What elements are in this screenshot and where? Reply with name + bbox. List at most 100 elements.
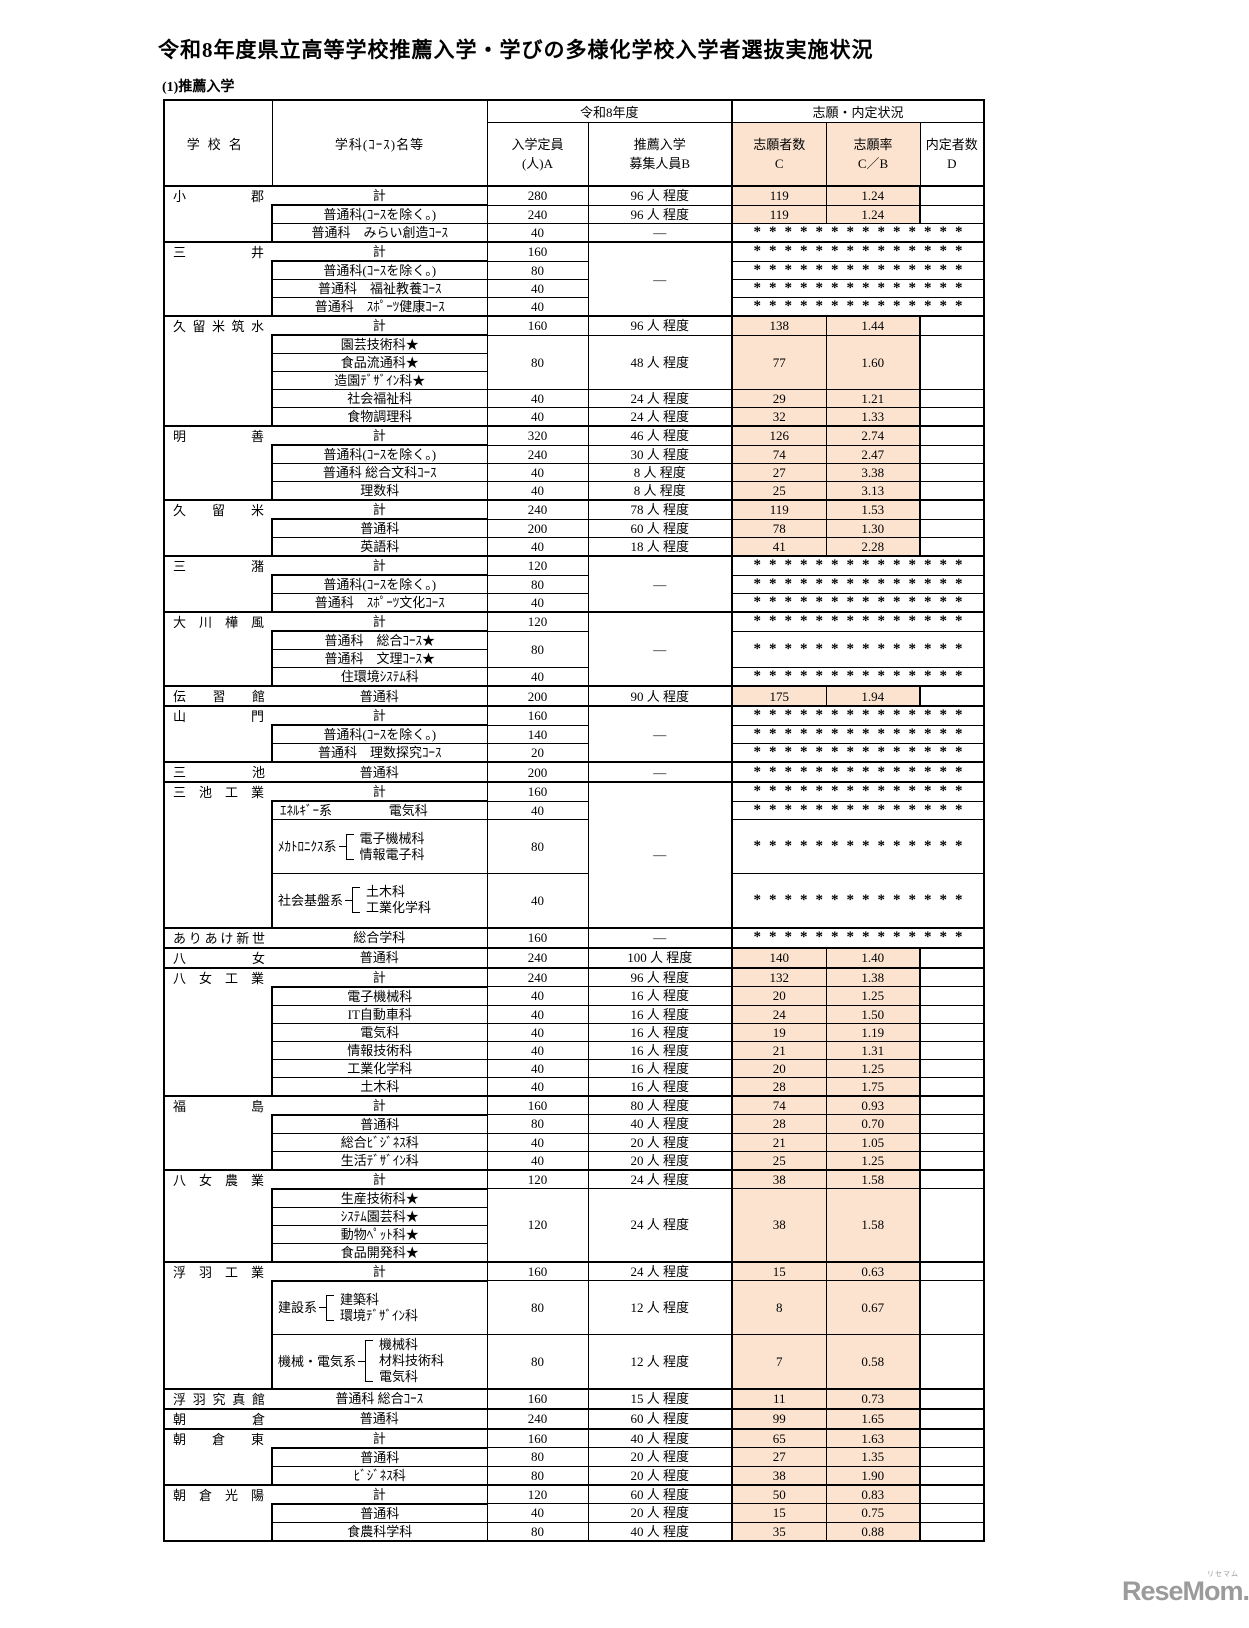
masked-result-cell: **************: [731, 873, 985, 928]
recruit-cell: 24 人 程度: [587, 1168, 733, 1189]
header-rate-line1: 志願率: [853, 136, 893, 152]
department-cell: ﾋﾞｼﾞﾈｽ科: [271, 1465, 488, 1485]
department-cell: 普通科 理数探究ｺｰｽ: [271, 743, 488, 763]
capacity-cell: 20: [486, 743, 589, 763]
capacity-cell: 160: [486, 926, 589, 948]
department-inline: ｴﾈﾙｷﾞｰ系 電気科: [275, 803, 485, 819]
applicants-cell: 21: [731, 1132, 827, 1152]
recruit-cell: 20 人 程度: [587, 1447, 733, 1467]
table-header: 学校名 学科(ｺｰｽ)名等 令和8年度 志願・内定状況 入学定員 (人)A 推薦…: [163, 99, 985, 187]
recruit-cell: 16 人 程度: [587, 1022, 733, 1042]
department-cell: 計: [272, 499, 488, 520]
capacity-cell: 200: [486, 685, 589, 707]
school-name-cell: 伝習館: [163, 685, 272, 707]
applicants-cell: 99: [731, 1407, 827, 1429]
department-cell: 計: [272, 705, 488, 726]
department-cell: ﾒｶﾄﾛﾆｸｽ系 電子機械科 情報電子科: [271, 819, 488, 874]
department-item: 電子機械科: [359, 830, 425, 846]
department-cell: 普通科(ｺｰｽを除く。): [271, 574, 488, 594]
accepted-cell: [919, 946, 985, 968]
department-cell: 計: [272, 185, 488, 206]
accepted-cell: [919, 1114, 985, 1134]
department-item: 電気科: [388, 803, 428, 818]
bracket-tick-icon: [358, 1360, 366, 1362]
applicants-cell: 11: [731, 1387, 827, 1409]
department-cell: 総合ﾋﾞｼﾞﾈｽ科: [271, 1132, 488, 1152]
department-cell: 普通科(ｺｰｽを除く。): [271, 260, 488, 280]
table-row: 普通科 総合文科ｺｰｽ 40 8 人 程度 27 3.38: [164, 463, 985, 482]
applicants-cell: 65: [731, 1427, 827, 1448]
department-group-label: 機械・電気系: [278, 1353, 357, 1369]
department-cell: 動物ﾍﾟｯﾄ科★: [271, 1224, 488, 1244]
rate-cell: 1.25: [825, 1058, 922, 1078]
applicants-cell: 25: [731, 481, 827, 501]
table-body: 小郡計 280 96 人 程度 119 1.24 普通科(ｺｰｽを除く。) 240 96 人 …: [163, 185, 985, 1541]
table-row: 総合ﾋﾞｼﾞﾈｽ科 40 20 人 程度 21 1.05: [164, 1132, 985, 1152]
department-cell: 計: [272, 966, 488, 987]
rate-cell: 1.75: [825, 1076, 922, 1096]
recruit-cell: 16 人 程度: [587, 1076, 733, 1096]
applicants-cell: 28: [731, 1076, 827, 1096]
school-name: 浮羽工業: [173, 1264, 264, 1280]
recruit-cell: ―: [587, 223, 733, 243]
school-name-cell: 山門: [163, 705, 272, 763]
department-cell: 普通科: [272, 761, 488, 783]
accepted-cell: [919, 1280, 985, 1335]
capacity-cell: 80: [486, 1465, 589, 1485]
accepted-cell: [919, 1040, 985, 1060]
rate-cell: 1.60: [825, 334, 922, 390]
department-cell: 普通科(ｺｰｽを除く。): [271, 204, 488, 224]
applicants-cell: 15: [731, 1503, 827, 1523]
recruit-cell: 40 人 程度: [587, 1521, 733, 1541]
table-row: 住環境ｼｽﾃﾑ科 40 **************: [164, 667, 985, 687]
applicants-cell: 24: [731, 1004, 827, 1024]
masked-result-cell: **************: [731, 574, 985, 594]
recruit-cell: 20 人 程度: [587, 1132, 733, 1152]
accepted-cell: [919, 1076, 985, 1096]
bracket-tick-icon: [345, 899, 353, 901]
department-cell: 計: [272, 1168, 488, 1189]
recruit-cell: 30 人 程度: [587, 444, 733, 464]
masked-result-cell: **************: [731, 241, 985, 262]
header-applicants-line2: C: [774, 155, 784, 171]
accepted-cell: [919, 334, 985, 390]
rate-cell: 0.58: [825, 1334, 922, 1389]
recruit-cell: 12 人 程度: [587, 1334, 733, 1389]
rate-cell: 1.21: [825, 389, 922, 408]
rate-cell: 1.94: [825, 685, 922, 707]
department-cell: 計: [272, 1260, 488, 1281]
school-name: 三井: [173, 245, 264, 260]
applicants-cell: 50: [731, 1483, 827, 1504]
department-item: 環境ﾃﾞｻﾞｲﾝ科: [340, 1307, 419, 1323]
department-cell: ｴﾈﾙｷﾞｰ系 電気科: [271, 800, 488, 820]
department-cell: 計: [272, 781, 488, 802]
accepted-cell: [919, 1521, 985, 1541]
capacity-cell: 80: [486, 1521, 589, 1541]
recruit-cell: ―: [587, 705, 733, 763]
table-row: 普通科 200 60 人 程度 78 1.30: [164, 518, 985, 538]
capacity-cell: 120: [486, 1188, 589, 1262]
rate-cell: 1.58: [825, 1168, 922, 1189]
table-row: 機械・電気系 機械科 材料技術科 電気科 80 12 人 程度 7 0.58: [164, 1334, 985, 1389]
recruit-cell: 96 人 程度: [587, 185, 733, 206]
accepted-cell: [919, 1132, 985, 1152]
recruit-cell: 8 人 程度: [587, 463, 733, 482]
recruit-cell: 48 人 程度: [587, 334, 733, 390]
rate-cell: 3.13: [825, 481, 922, 501]
department-item: 建築科: [340, 1291, 380, 1307]
table-row: 三潴計 120 ― **************: [163, 555, 985, 613]
department-group-label: ﾒｶﾄﾛﾆｸｽ系: [278, 839, 337, 854]
school-name: ありあけ新世: [173, 930, 265, 946]
school-name: 朝倉東: [173, 1431, 264, 1447]
masked-result-cell: **************: [731, 611, 985, 632]
capacity-cell: 40: [486, 279, 589, 298]
department-group-label: 建設系: [278, 1300, 318, 1316]
masked-result-cell: **************: [731, 630, 985, 668]
capacity-cell: 240: [486, 966, 589, 987]
accepted-cell: [919, 537, 985, 557]
department-group-label: ｴﾈﾙｷﾞｰ系: [280, 803, 333, 818]
rate-cell: 1.38: [825, 966, 922, 987]
bracket-icon: [352, 887, 361, 914]
rate-cell: 0.75: [825, 1503, 922, 1523]
capacity-cell: 40: [486, 463, 589, 482]
